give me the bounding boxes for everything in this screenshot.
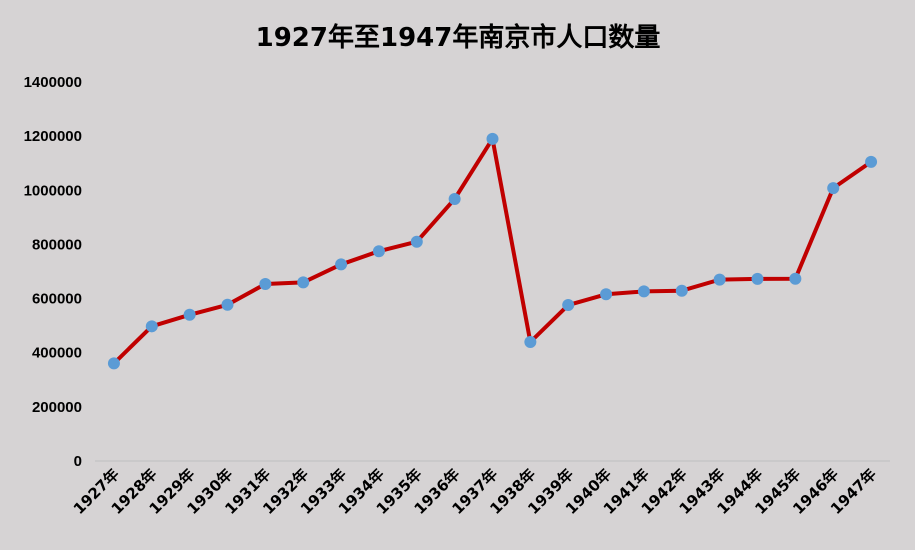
data-point [827,182,840,195]
y-tick-label: 600000 [32,291,82,308]
y-tick-label: 200000 [32,399,82,416]
data-point [448,192,461,205]
y-tick-label: 1000000 [24,182,82,199]
data-point [259,277,272,290]
data-point [562,299,575,312]
y-tick-label: 0 [74,453,82,470]
y-axis-tick-labels: 0 200000 400000 600000 800000 1000000 1200000 1… [24,74,82,470]
y-tick-label: 400000 [32,345,82,362]
data-point [335,258,348,271]
data-point [297,276,310,289]
data-point [183,308,196,321]
y-tick-label: 1200000 [24,128,82,145]
data-point [107,357,120,370]
series-line [112,136,873,365]
y-tick-label: 1400000 [24,74,82,91]
data-point [789,272,802,285]
chart-title: 1927年至1947年南京市人口数量 [256,22,661,53]
data-point [675,284,688,297]
data-point [637,285,650,298]
data-point [486,132,499,145]
data-point [751,272,764,285]
data-point [145,320,158,333]
data-point-markers [107,132,878,370]
data-point [865,155,878,168]
data-point [410,235,423,248]
x-axis-tick-labels: 1927年1928年1929年1930年1931年1932年1933年1934年… [70,465,880,518]
data-point [713,273,726,286]
data-point [600,288,613,301]
data-point [221,298,234,311]
data-point [524,335,537,348]
data-point [372,245,385,258]
y-tick-label: 800000 [32,236,82,253]
